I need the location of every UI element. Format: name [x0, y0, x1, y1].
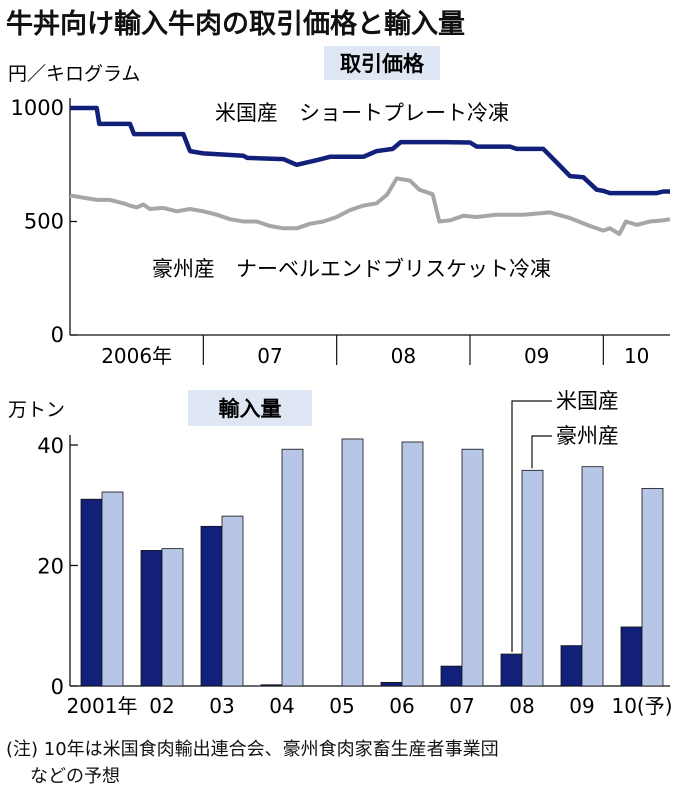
price-x-tick-label: 08: [391, 344, 416, 368]
price-x-tick-label: 2006年: [101, 344, 172, 368]
price-x-tick-label: 10: [624, 344, 649, 368]
volume-panel-label: 輸入量: [219, 397, 282, 421]
volume-y-axis-label: 万トン: [8, 399, 65, 421]
volume-x-tick-label: 09: [569, 694, 594, 718]
us-volume-bar: [80, 498, 103, 687]
footnote-line1: (注) 10年は米国食肉輸出連合会、豪州食肉家畜生産者事業団: [6, 739, 499, 760]
volume-y-tick-label: 40: [37, 434, 64, 458]
price-y-tick-label: 1000: [11, 96, 64, 120]
us-volume-bar: [560, 645, 583, 687]
volume-x-tick-label: 08: [509, 694, 534, 718]
us-price-line: [70, 105, 670, 196]
volume-x-tick-label: 07: [449, 694, 474, 718]
us-volume-bar: [500, 653, 523, 687]
aus-series-label: 豪州産 ナーベルエンドブリスケット冷凍: [152, 257, 551, 281]
aus-volume-bar: [281, 448, 304, 687]
volume-x-tick-label: 06: [389, 694, 414, 718]
volume-x-tick-label: 05: [329, 694, 354, 718]
us-legend-leader: [511, 400, 552, 653]
volume-x-tick-label: 02: [149, 694, 174, 718]
aus-price-line: [69, 176, 671, 236]
footnote-line2: などの予想: [30, 766, 120, 787]
aus-volume-bar: [461, 448, 484, 687]
price-panel-badge: [324, 46, 440, 80]
price-y-axis-label: 円／キログラム: [8, 63, 140, 85]
aus-volume-bar: [221, 515, 244, 687]
us-legend-label: 米国産: [556, 389, 619, 413]
chart-title: 牛丼向け輸入牛肉の取引価格と輸入量: [6, 9, 465, 40]
aus-volume-bar: [401, 441, 424, 687]
aus-volume-bar: [521, 469, 544, 687]
volume-x-tick-label: 04: [269, 694, 294, 718]
price-y-tick-label: 500: [24, 210, 64, 234]
us-volume-bar: [200, 525, 223, 687]
us-volume-bar: [620, 626, 643, 687]
volume-x-tick-label: 03: [209, 694, 234, 718]
us-series-label: 米国産 ショートプレート冷凍: [215, 101, 509, 125]
us-volume-bar: [260, 684, 283, 687]
us-volume-bar: [440, 665, 463, 687]
volume-panel-badge: [188, 390, 312, 426]
us-volume-bar: [380, 681, 403, 687]
price-x-tick-label: 07: [257, 344, 282, 368]
volume-x-tick-label: 2001年: [67, 694, 138, 718]
aus-volume-bar: [101, 491, 124, 687]
price-panel-label: 取引価格: [340, 52, 425, 76]
aus-volume-bar: [581, 466, 604, 687]
us-volume-bar: [140, 550, 163, 687]
aus-volume-bar: [161, 548, 184, 687]
aus-volume-bar: [641, 487, 664, 687]
price-y-tick-label: 0: [51, 323, 64, 347]
volume-x-tick-label: 10(予): [611, 694, 672, 718]
aus-volume-bar: [341, 438, 364, 687]
volume-y-tick-label: 20: [37, 555, 64, 579]
price-x-tick-label: 09: [524, 344, 549, 368]
volume-y-tick-label: 0: [51, 675, 64, 699]
aus-legend-label: 豪州産: [556, 424, 619, 448]
aus-legend-leader: [531, 435, 552, 469]
